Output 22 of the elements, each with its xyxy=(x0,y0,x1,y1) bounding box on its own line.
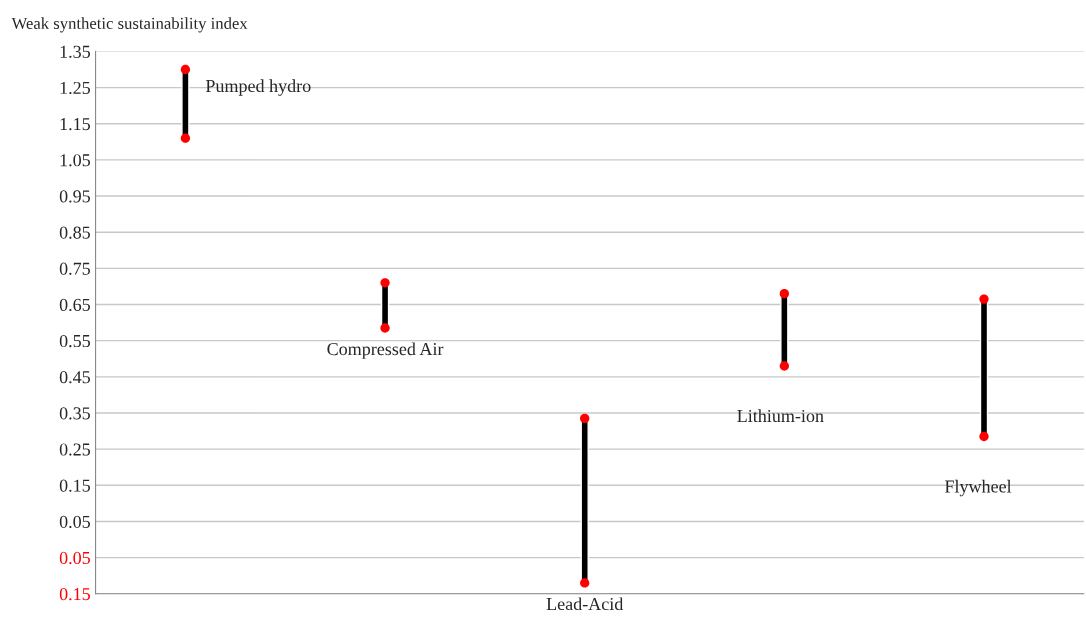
y-tick-label: 0.05 xyxy=(59,551,90,565)
y-tick-label: 0.25 xyxy=(59,443,90,456)
y-tick-label: 0.15 xyxy=(59,588,90,601)
y-tick-label: 0.95 xyxy=(59,190,90,203)
y-tick-label: 1.05 xyxy=(60,154,90,167)
y-tick-label: 0.55 xyxy=(59,334,90,348)
x-tick-label: Compressed Air xyxy=(327,342,444,359)
y-tick-label: 1.35 xyxy=(60,45,90,58)
y-tick-label: 0.15 xyxy=(59,479,90,492)
y-axis-title: Weak synthetic sustainability index xyxy=(11,17,248,33)
y-tick-label: 0.75 xyxy=(59,262,90,275)
x-tick-label: Flywheel xyxy=(944,479,1012,497)
x-tick-label: Lead-Acid xyxy=(546,597,624,611)
y-tick-label: 0.85 xyxy=(59,226,90,239)
y-tick-label: 0.35 xyxy=(59,407,90,420)
y-tick-label: 0.45 xyxy=(59,371,90,384)
x-tick-label: Lithium-ion xyxy=(737,409,824,423)
y-tick-label: 0.05 xyxy=(59,515,90,528)
x-tick-label: Pumped hydro xyxy=(205,79,311,96)
y-tick-label: 1.25 xyxy=(60,81,90,95)
y-tick-label: 1.15 xyxy=(60,118,90,131)
y-tick-label: 0.65 xyxy=(59,298,90,312)
